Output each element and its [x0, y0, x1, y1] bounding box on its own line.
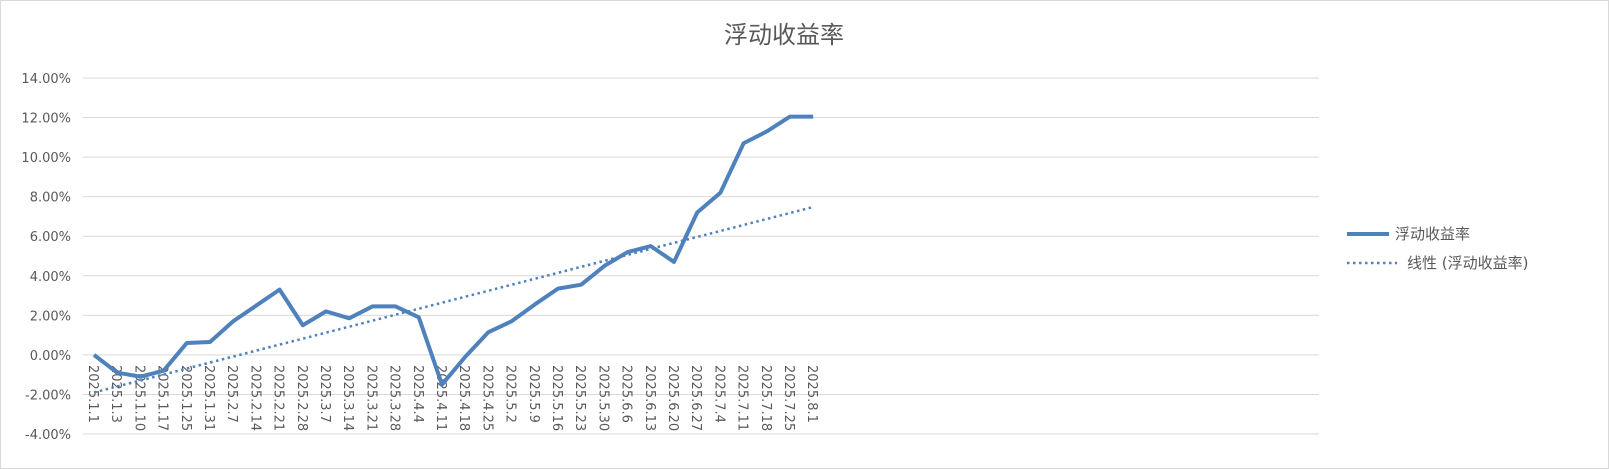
chart-title: 浮动收益率 [724, 21, 844, 49]
x-tick-label: 2025.4.4 [410, 365, 425, 423]
x-tick-label: 2025.5.16 [549, 365, 564, 431]
x-tick-label: 2025.5.30 [595, 365, 610, 431]
x-tick-label: 2025.7.11 [735, 365, 750, 431]
x-tick-label: 2025.2.28 [294, 365, 309, 431]
y-tick-label: -2.00% [25, 388, 71, 403]
series-layer [92, 114, 814, 387]
series-line [92, 114, 814, 387]
x-tick-label: 2025.4.25 [479, 365, 494, 431]
legend-label-series: 浮动收益率 [1395, 225, 1470, 243]
y-tick-label: -4.00% [25, 428, 71, 443]
x-tick-label: 2025.1.25 [178, 365, 193, 431]
x-tick-label: 2025.1.1 [85, 365, 100, 423]
x-tick-label: 2025.3.14 [340, 365, 355, 431]
x-tick-label: 2025.7.25 [781, 365, 796, 431]
x-tick-label: 2025.5.9 [526, 365, 541, 423]
x-tick-label: 2025.7.4 [711, 365, 726, 423]
x-tick-label: 2025.1.31 [201, 365, 216, 431]
x-tick-label: 2025.3.7 [317, 365, 332, 423]
y-tick-label: 2.00% [30, 309, 71, 324]
x-tick-label: 2025.1.17 [155, 365, 170, 431]
y-tick-label: 12.00% [21, 112, 71, 127]
x-tick-label: 2025.2.21 [271, 365, 286, 431]
x-tick-label: 2025.2.7 [224, 365, 239, 423]
x-tick-label: 2025.6.6 [619, 365, 634, 423]
x-tick-label: 2025.6.27 [688, 365, 703, 431]
y-tick-label: 6.00% [30, 230, 71, 245]
x-tick-label: 2025.5.23 [572, 365, 587, 431]
x-tick-label: 2025.6.13 [642, 365, 657, 431]
x-tick-label: 2025.1.3 [108, 365, 123, 423]
x-tick-label: 2025.2.14 [247, 365, 262, 431]
x-tick-label: 2025.5.2 [503, 365, 518, 423]
x-tick-label: 2025.4.18 [456, 365, 471, 431]
y-tick-label: 10.00% [21, 151, 71, 166]
y-tick-label: 14.00% [21, 72, 71, 87]
x-tick-label: 2025.3.21 [363, 365, 378, 431]
gridlines [83, 77, 1319, 435]
trendline [93, 205, 814, 394]
legend-label-trendline: 线性 (浮动收益率) [1407, 254, 1528, 272]
legend: 浮动收益率 线性 (浮动收益率) [1347, 225, 1528, 272]
x-tick-label: 2025.8.1 [804, 365, 819, 423]
x-tick-label: 2025.6.20 [665, 365, 680, 431]
y-axis-ticks: -4.00% -2.00% 0.00% 2.00% 4.00% 6.00% 8.00% 10.… [21, 72, 71, 443]
y-tick-label: 0.00% [30, 349, 71, 364]
y-tick-label: 4.00% [30, 270, 71, 285]
y-tick-label: 8.00% [30, 191, 71, 206]
trendline-layer [93, 205, 814, 394]
x-tick-label: 2025.7.18 [758, 365, 773, 431]
x-tick-label: 2025.3.28 [387, 365, 402, 431]
